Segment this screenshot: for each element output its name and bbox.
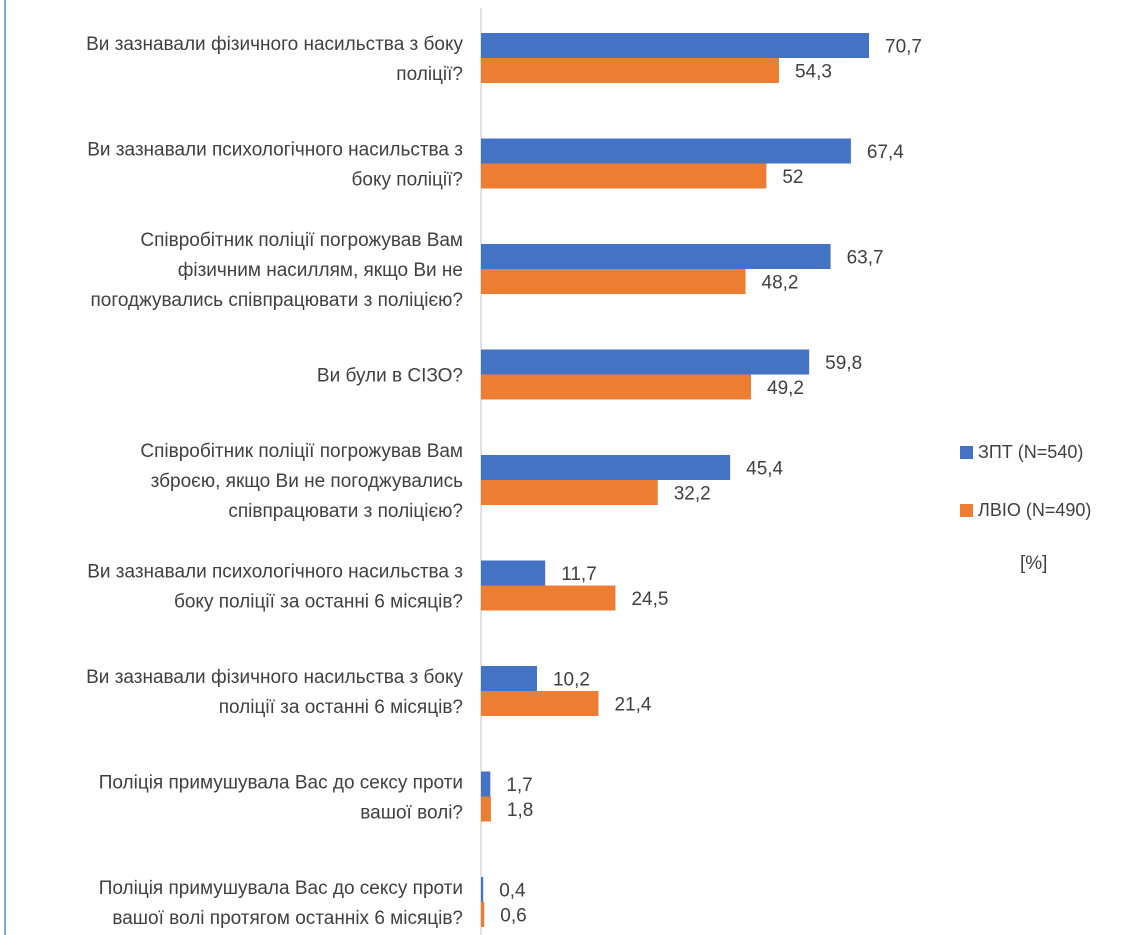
data-label-series-1: 11,7 <box>561 564 597 585</box>
category-label-line: Співробітник поліції погрожував Вам <box>140 441 463 462</box>
legend-label-series-1: ЗПТ (N=540) <box>978 441 1084 462</box>
bar-series-2 <box>481 691 599 716</box>
category-label-line: вашої волі протягом останніх 6 місяців? <box>112 908 463 929</box>
bar-series-2 <box>481 269 746 294</box>
category-label-line: Ви зазнавали фізичного насильства з боку <box>86 34 463 55</box>
bar-series-1 <box>481 666 537 691</box>
data-label-series-2: 0,6 <box>500 906 526 927</box>
category-label: Поліція примушувала Вас до сексу проти ва… <box>99 878 463 929</box>
bar-series-1 <box>481 877 484 902</box>
category-label-line: Ви зазнавали психологічного насильства з <box>87 562 463 583</box>
data-label-series-1: 70,7 <box>885 37 922 58</box>
category-label: Ви зазнавали психологічного насильства з… <box>87 140 463 191</box>
category-label-line: погоджувались співпрацювати з поліцією? <box>91 290 464 311</box>
data-label-series-1: 1,7 <box>506 775 532 796</box>
bar-series-1 <box>481 349 810 375</box>
bar-series-2 <box>481 163 767 189</box>
data-label-series-1: 10,2 <box>553 670 590 691</box>
category-label-line: Поліція примушувала Вас до сексу проти <box>99 773 463 794</box>
bar-series-1 <box>481 244 831 269</box>
data-label-series-2: 48,2 <box>762 273 799 294</box>
bar-series-2 <box>481 374 752 400</box>
data-label-series-2: 54,3 <box>795 62 832 83</box>
bar-series-1 <box>481 33 869 58</box>
legend-item-series-2: ЛВІО (N=490) <box>960 498 1091 522</box>
data-label-series-1: 59,8 <box>825 353 862 374</box>
data-label-series-1: 0,4 <box>499 881 526 902</box>
category-label-line: Ви були в СІЗО? <box>317 366 463 387</box>
bar-series-2 <box>481 480 658 505</box>
bar-series-1 <box>481 138 851 164</box>
category-label-line: фізичним насиллям, якщо Ви не <box>178 260 463 281</box>
legend-label-series-2: ЛВІО (N=490) <box>978 499 1092 520</box>
data-label-series-2: 32,2 <box>674 484 711 505</box>
data-label-series-1: 63,7 <box>847 248 884 269</box>
category-label: Ви були в СІЗО? <box>317 366 463 387</box>
bar-series-1 <box>481 455 731 480</box>
legend-swatch-series-2 <box>960 503 973 517</box>
data-label-series-2: 1,8 <box>507 800 533 821</box>
category-label-line: боку поліції? <box>352 170 463 191</box>
data-label-series-2: 24,5 <box>631 589 668 610</box>
category-label-line: Ви зазнавали фізичного насильства з боку <box>86 667 463 688</box>
category-label-line: поліції за останні 6 місяців? <box>219 697 463 718</box>
bar-series-2 <box>481 902 485 927</box>
data-label-series-2: 52 <box>782 167 803 188</box>
category-label: Співробітник поліції погрожував Вам фізич… <box>91 230 464 311</box>
bar-series-1 <box>481 560 546 586</box>
category-label-line: Поліція примушувала Вас до сексу проти <box>99 878 463 899</box>
category-label-line: поліції? <box>396 64 463 85</box>
category-label: Співробітник поліції погрожував Вам зброє… <box>140 441 463 522</box>
bar-series-2 <box>481 585 616 611</box>
bar-series-2 <box>481 796 491 822</box>
legend: ЗПТ (N=540) ЛВІО (N=490) <box>960 440 1091 556</box>
data-label-series-1: 45,4 <box>746 459 783 480</box>
category-label-line: Ви зазнавали психологічного насильства з <box>87 140 463 161</box>
bar-series-2 <box>481 58 779 83</box>
category-label-line: вашої волі? <box>360 803 463 824</box>
unit-note: [%] <box>1020 553 1048 574</box>
category-label: Поліція примушувала Вас до сексу проти ва… <box>99 773 463 824</box>
category-label-line: Співробітник поліції погрожував Вам <box>140 230 463 251</box>
category-label: Ви зазнавали фізичного насильства з боку… <box>86 34 463 85</box>
legend-swatch-series-1 <box>960 445 973 459</box>
bar-series-1 <box>481 771 491 797</box>
category-label-line: зброєю, якщо Ви не погоджувались <box>151 471 463 492</box>
data-label-series-1: 67,4 <box>867 142 904 163</box>
data-label-series-2: 21,4 <box>614 695 651 716</box>
frame-border <box>4 0 6 935</box>
category-label: Ви зазнавали фізичного насильства з боку… <box>86 667 463 718</box>
category-label-line: співпрацювати з поліцією? <box>228 501 463 522</box>
category-label-line: боку поліції за останні 6 місяців? <box>174 592 463 613</box>
data-label-series-2: 49,2 <box>767 378 804 399</box>
legend-item-series-1: ЗПТ (N=540) <box>960 440 1091 464</box>
category-label: Ви зазнавали психологічного насильства з… <box>87 562 463 613</box>
